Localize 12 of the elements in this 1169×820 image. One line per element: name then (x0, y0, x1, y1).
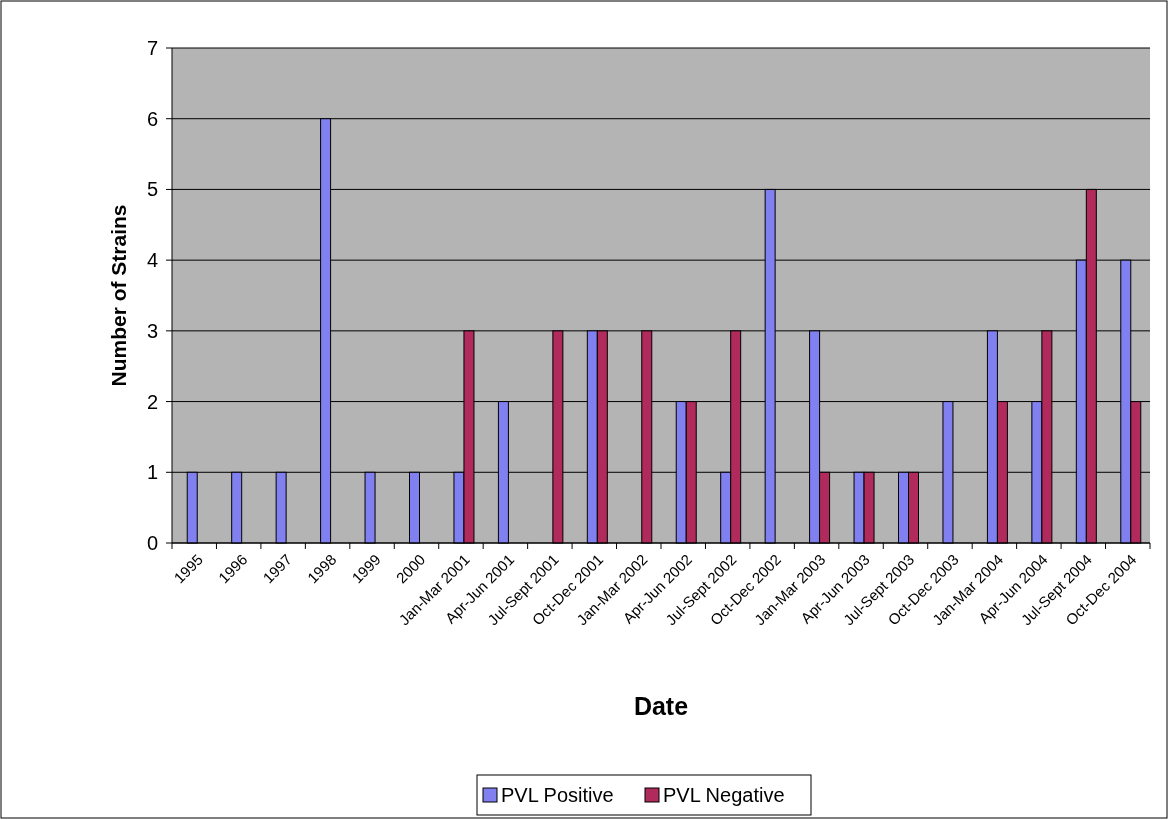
y-tick-label: 3 (146, 319, 158, 342)
y-tick-label: 7 (146, 37, 158, 59)
y-tick-label: 4 (146, 249, 158, 272)
x-axis-title: Date (633, 692, 689, 720)
y-tick-label: 5 (146, 178, 158, 201)
y-tick-label: 2 (146, 390, 158, 413)
y-axis-title: Number of Strains (107, 204, 130, 387)
y-tick-label: 6 (146, 107, 158, 130)
legend-label: PVL Negative (663, 784, 785, 806)
y-tick-label: 1 (146, 461, 158, 484)
y-tick-label: 0 (146, 532, 158, 554)
legend-label: PVL Positive (501, 784, 614, 806)
